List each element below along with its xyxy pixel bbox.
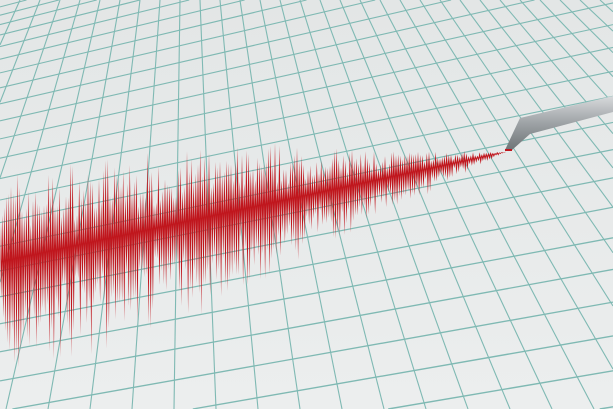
grid-line: [0, 0, 60, 16]
grid-line: [0, 0, 535, 122]
grid-line: [0, 0, 307, 74]
grid-line: [0, 70, 613, 201]
grid-line: [0, 268, 613, 382]
grid-line: [479, 0, 613, 169]
grid-line: [131, 0, 161, 409]
grid-line: [339, 0, 511, 409]
grid-line: [599, 0, 613, 13]
grid-line: [0, 0, 41, 103]
grid-line: [0, 206, 613, 325]
grid-line: [0, 0, 61, 178]
grid-line: [0, 95, 613, 224]
seismic-trace: [0, 142, 506, 367]
grid-line: [199, 0, 217, 409]
grid-line: [0, 0, 21, 46]
grid-line: [0, 0, 141, 36]
grid-line: [47, 0, 121, 409]
grid-line: [0, 2, 613, 140]
grid-line: [299, 0, 427, 409]
grid-line: [0, 0, 245, 60]
grid-line: [559, 0, 613, 53]
grid-line: [519, 0, 613, 104]
grid-line: [579, 0, 613, 32]
grid-line: [0, 0, 376, 89]
stylus-pen: [505, 96, 613, 151]
grid-line: [0, 24, 613, 159]
grid-line: [379, 0, 595, 409]
grid-line: [0, 0, 452, 105]
grid-line: [399, 0, 613, 370]
grid-line: [12, 301, 613, 409]
grid-line: [0, 0, 27, 8]
grid-line: [192, 335, 613, 409]
grid-line: [388, 370, 613, 409]
grid-line: [459, 0, 613, 208]
grid-line: [173, 0, 181, 409]
grid-line: [539, 0, 613, 77]
grid-line: [0, 177, 613, 298]
grid-line: [419, 0, 613, 307]
grid-line: [359, 0, 553, 409]
grid-line: [319, 0, 469, 409]
grid-line: [0, 237, 613, 353]
grid-line: [89, 0, 141, 409]
grid-line: [0, 0, 97, 26]
grid-line: [279, 0, 385, 409]
